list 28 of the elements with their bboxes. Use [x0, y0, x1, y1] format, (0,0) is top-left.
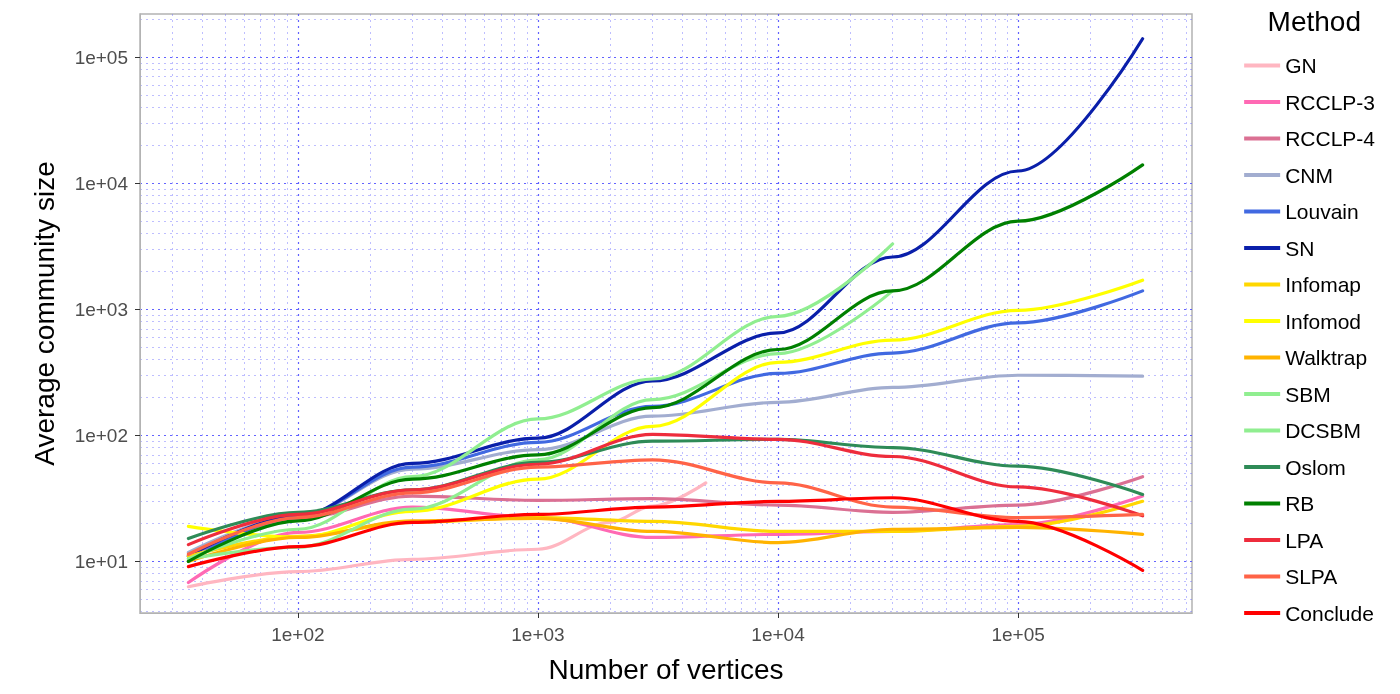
legend-label: RCCLP-3	[1285, 90, 1375, 114]
x-tick-label: 1e+04	[751, 624, 806, 645]
y-tick-label: 1e+02	[74, 424, 128, 446]
legend-label: Conclude	[1285, 601, 1374, 625]
y-tick-label: 1e+05	[74, 46, 128, 68]
legend-label: SBM	[1285, 382, 1331, 406]
legend-label: SN	[1285, 236, 1315, 260]
legend-label: DCSBM	[1285, 419, 1361, 442]
y-tick-label: 1e+01	[74, 550, 128, 572]
legend-label: SLPA	[1285, 565, 1338, 588]
legend-title: Method	[1267, 5, 1362, 37]
legend-label: Louvain	[1285, 200, 1359, 223]
x-axis-title: Number of vertices	[548, 653, 784, 685]
legend-label: LPA	[1285, 528, 1324, 552]
legend-label: CNM	[1285, 163, 1333, 187]
legend-label: Infomap	[1285, 273, 1362, 296]
legend-label: RCCLP-4	[1285, 127, 1376, 150]
y-axis-title: Average community size	[28, 161, 60, 466]
y-tick-label: 1e+04	[74, 172, 129, 194]
x-tick-label: 1e+05	[991, 624, 1045, 645]
legend-label: Walktrap	[1285, 346, 1368, 369]
legend-label: Oslom	[1285, 455, 1346, 479]
y-tick-label: 1e+03	[74, 298, 128, 320]
legend-label: Infomod	[1285, 309, 1362, 333]
x-tick-label: 1e+02	[271, 624, 325, 645]
legend-label: GN	[1285, 54, 1317, 77]
legend-label: RB	[1285, 492, 1315, 515]
x-tick-label: 1e+03	[511, 624, 565, 645]
